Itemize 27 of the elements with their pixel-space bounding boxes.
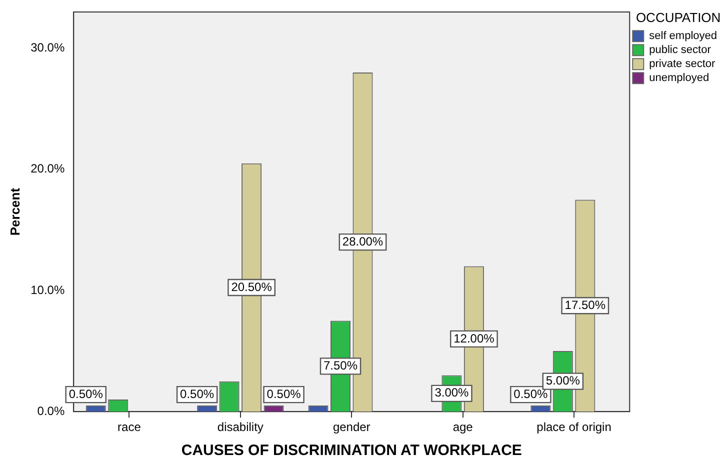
y-tick-label: 0.0% [37, 404, 65, 418]
data-label: 0.50% [266, 386, 302, 401]
data-label: 7.50% [323, 358, 358, 373]
data-label: 0.50% [514, 386, 548, 401]
data-label: 3.00% [434, 386, 470, 400]
legend-label: unemployed [649, 72, 710, 84]
legend-label: self employed [649, 30, 718, 42]
data-label: 17.50% [564, 298, 606, 312]
y-axis-title: Percent [7, 187, 22, 236]
x-axis-title: CAUSES OF DISCRIMINATION AT WORKPLACE [181, 442, 522, 460]
data-label: 0.50% [180, 386, 214, 401]
data-label: 20.50% [231, 280, 272, 294]
data-label: 5.00% [546, 374, 580, 388]
legend-label: private sector [649, 58, 716, 70]
y-tick-label: 30.0% [30, 40, 65, 55]
x-tick-label: race [118, 420, 142, 434]
data-label: 0.50% [68, 386, 104, 401]
x-tick-label: disability [217, 420, 264, 434]
data-label: 28.00% [342, 234, 384, 248]
x-tick-label: gender [332, 420, 370, 434]
y-tick-label: 20.0% [30, 162, 65, 176]
x-tick-label: place of origin [536, 420, 612, 434]
legend-title: OCCUPATION [636, 10, 721, 26]
legend-label: public sector [649, 44, 712, 56]
x-tick-label: age [452, 420, 474, 434]
y-tick-label: 10.0% [30, 282, 65, 297]
data-label: 12.00% [454, 331, 495, 346]
